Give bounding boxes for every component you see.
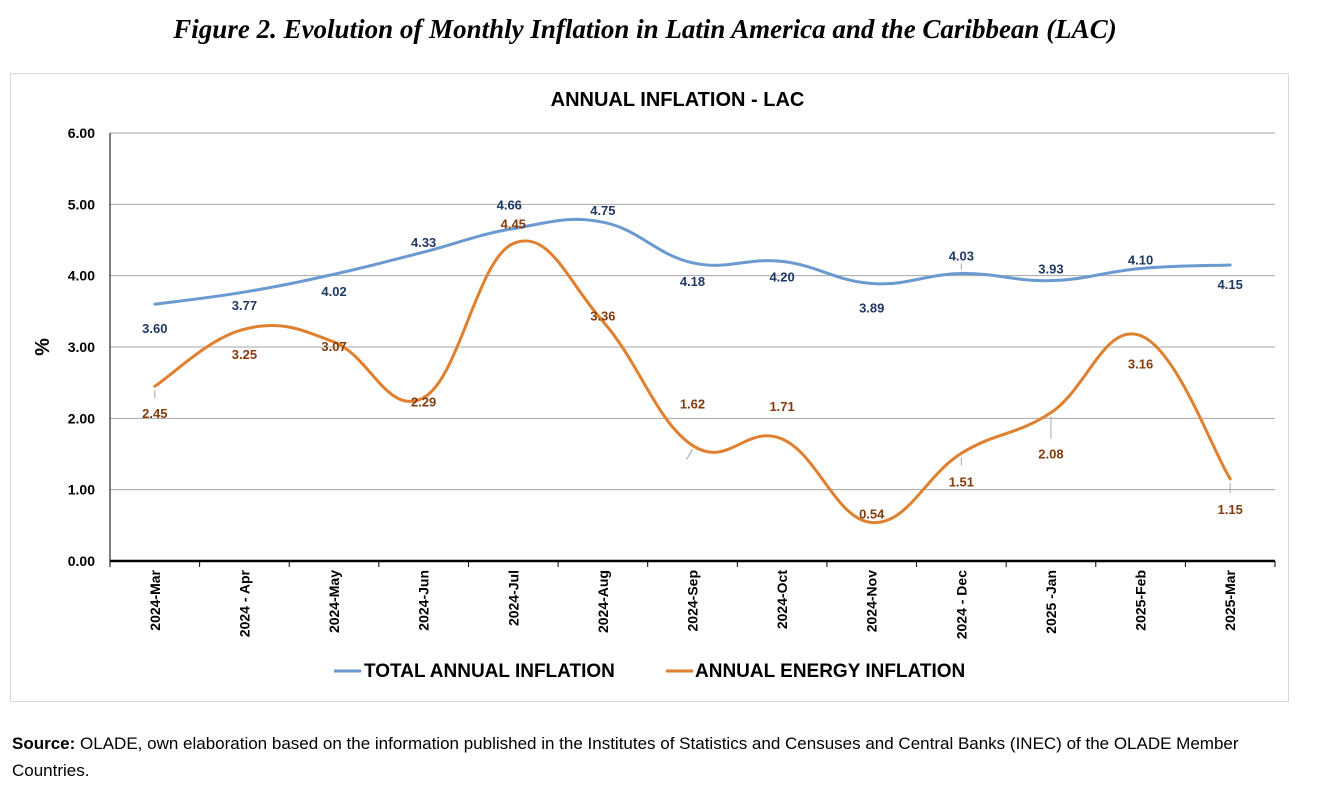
energy-data-label: 1.71 xyxy=(769,399,794,414)
line-chart: ANNUAL INFLATION - LAC 0.00 1.00 2.00 3.00 4.… xyxy=(32,89,1276,682)
energy-data-label: 0.54 xyxy=(859,506,885,521)
total-data-label: 4.18 xyxy=(680,274,705,289)
total-data-label: 3.89 xyxy=(859,301,884,316)
x-tick-label: 2024-Aug xyxy=(595,570,611,633)
total-data-label: 3.77 xyxy=(232,298,257,313)
source-note: Source: OLADE, own elaboration based on … xyxy=(12,730,1312,784)
x-tick-label: 2025 -Jan xyxy=(1043,570,1059,634)
energy-data-label: 1.51 xyxy=(949,474,974,489)
chart-title: ANNUAL INFLATION - LAC xyxy=(551,89,805,111)
y-axis-title: % xyxy=(32,338,54,356)
total-data-label: 4.02 xyxy=(321,284,346,299)
y-tick-label: 1.00 xyxy=(68,482,95,498)
total-data-label: 4.66 xyxy=(497,198,522,213)
energy-data-label: 2.45 xyxy=(142,406,167,421)
y-tick-label: 4.00 xyxy=(68,268,95,284)
legend-energy-label: ANNUAL ENERGY INFLATION xyxy=(695,661,965,682)
chart-frame: ANNUAL INFLATION - LAC 0.00 1.00 2.00 3.00 4.… xyxy=(10,73,1289,702)
total-data-label: 3.93 xyxy=(1038,262,1063,277)
legend-total-label: TOTAL ANNUAL INFLATION xyxy=(364,661,615,682)
total-data-label: 4.10 xyxy=(1128,253,1153,268)
x-tick-label: 2025-Feb xyxy=(1133,570,1149,631)
energy-data-label: 3.25 xyxy=(232,347,257,362)
total-data-label: 4.33 xyxy=(411,235,436,250)
figure-title: Figure 2. Evolution of Monthly Inflation… xyxy=(173,14,1117,44)
energy-data-label: 2.29 xyxy=(411,395,436,410)
energy-data-label: 3.36 xyxy=(590,308,615,323)
energy-data-label: 4.45 xyxy=(501,217,526,232)
total-data-label: 4.75 xyxy=(590,203,615,218)
source-text: OLADE, own elaboration based on the info… xyxy=(12,734,1239,780)
x-tick-label: 2025-Mar xyxy=(1222,569,1238,630)
total-data-label: 4.03 xyxy=(949,249,974,264)
y-tick-label: 6.00 xyxy=(68,125,95,141)
energy-data-label: 1.15 xyxy=(1218,502,1243,517)
x-tick-label: 2024-May xyxy=(326,570,342,633)
total-data-label: 4.15 xyxy=(1218,277,1243,292)
x-tick-label: 2024-Jul xyxy=(505,570,521,626)
energy-data-label: 2.08 xyxy=(1038,447,1063,462)
x-tick-label: 2024 - Dec xyxy=(953,570,969,639)
energy-data-label: 3.07 xyxy=(321,339,346,354)
total-inflation-line xyxy=(153,217,1232,306)
x-tick-label: 2024-Nov xyxy=(864,570,880,632)
y-tick-label: 5.00 xyxy=(68,196,95,212)
y-tick-label: 0.00 xyxy=(68,553,95,569)
y-tick-label: 2.00 xyxy=(68,410,95,426)
leader-line xyxy=(686,449,693,460)
total-data-label: 4.20 xyxy=(769,269,794,284)
energy-inflation-line xyxy=(153,239,1232,524)
x-tick-label: 2024 - Apr xyxy=(236,569,252,637)
x-tick-label: 2024-Sep xyxy=(685,570,701,631)
energy-data-label: 3.16 xyxy=(1128,357,1153,372)
total-data-label: 3.60 xyxy=(142,321,167,336)
source-label: Source: xyxy=(12,734,76,753)
x-tick-label: 2024-Mar xyxy=(147,569,163,630)
x-tick-label: 2024-Oct xyxy=(774,570,790,629)
x-tick-label: 2024-Jun xyxy=(416,570,432,631)
y-tick-label: 3.00 xyxy=(68,339,95,355)
energy-data-label: 1.62 xyxy=(680,396,705,411)
